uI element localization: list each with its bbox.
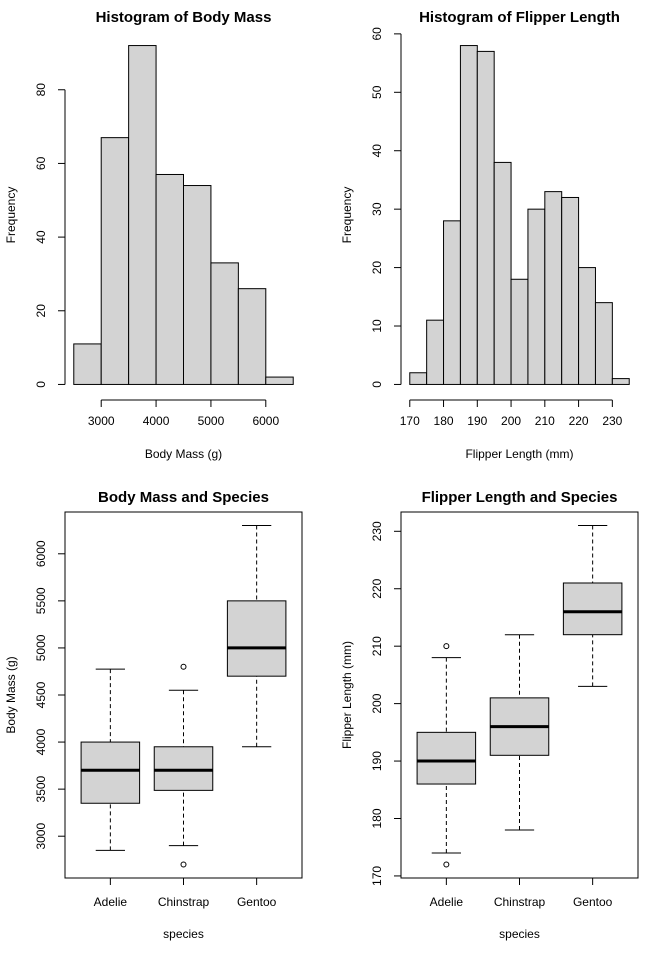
y-tick-label: 60 xyxy=(34,156,48,170)
y-axis-label: Flipper Length (mm) xyxy=(340,641,354,749)
x-tick-label: 190 xyxy=(467,414,487,428)
bar xyxy=(561,196,580,385)
y-tick-label: 3500 xyxy=(34,775,48,802)
x-tick-label: 210 xyxy=(535,414,555,428)
chart-title: Histogram of Body Mass xyxy=(96,9,272,26)
outlier xyxy=(443,861,450,868)
bar xyxy=(611,378,630,385)
chart-title: Histogram of Flipper Length xyxy=(419,9,620,26)
x-tick-label: 6000 xyxy=(252,414,279,428)
y-tick-label: 30 xyxy=(370,202,384,216)
plot-frame xyxy=(400,511,639,879)
y-tick-label: 170 xyxy=(370,866,384,886)
bar xyxy=(443,220,461,385)
bar xyxy=(409,372,428,385)
panel: Histogram of Flipper Length Flipper Lengt… xyxy=(340,9,630,461)
bar xyxy=(527,208,546,385)
y-tick-label: 5000 xyxy=(34,634,48,661)
y-tick-label: 0 xyxy=(34,381,48,388)
bar xyxy=(510,278,529,385)
chart-title: Body Mass and Species xyxy=(98,489,269,506)
x-axis-label: Body Mass (g) xyxy=(145,447,222,461)
y-tick-label: 0 xyxy=(370,381,384,388)
y-tick-label: 210 xyxy=(370,636,384,656)
panel: Body Mass and Species species Body Mass (g… xyxy=(4,489,303,941)
bar xyxy=(100,137,130,385)
bar xyxy=(237,288,267,385)
x-tick-label: 180 xyxy=(434,414,454,428)
outlier xyxy=(180,663,187,670)
box xyxy=(226,600,287,677)
y-tick-label: 190 xyxy=(370,751,384,771)
y-tick-label: 3000 xyxy=(34,823,48,850)
bar xyxy=(544,191,563,385)
panel: Flipper Length and Species species Flipper… xyxy=(340,489,639,941)
x-axis-label: Flipper Length (mm) xyxy=(465,447,573,461)
x-tick-label: 170 xyxy=(400,414,420,428)
y-tick-label: 10 xyxy=(370,319,384,333)
bar xyxy=(594,302,613,385)
y-tick-label: 4500 xyxy=(34,681,48,708)
y-tick-label: 230 xyxy=(370,521,384,541)
box xyxy=(416,731,477,785)
x-axis-label: species xyxy=(163,927,204,941)
bar xyxy=(265,376,294,385)
y-tick-label: 5500 xyxy=(34,587,48,614)
y-axis-label: Frequency xyxy=(340,187,354,244)
y-axis-label: Frequency xyxy=(4,187,18,244)
y-tick-label: 40 xyxy=(370,144,384,158)
y-tick-label: 80 xyxy=(34,83,48,97)
bar xyxy=(210,262,239,385)
x-tick-label: 230 xyxy=(602,414,622,428)
bar xyxy=(476,50,495,385)
bar xyxy=(183,185,212,385)
box xyxy=(153,746,214,791)
x-tick-label: 3000 xyxy=(88,414,115,428)
bar xyxy=(128,45,157,385)
x-tick-label: Chinstrap xyxy=(158,895,210,909)
y-tick-label: 4000 xyxy=(34,728,48,755)
x-tick-label: Adelie xyxy=(94,895,128,909)
x-tick-label: Adelie xyxy=(430,895,464,909)
x-tick-label: Gentoo xyxy=(237,895,277,909)
x-tick-label: Gentoo xyxy=(573,895,613,909)
bar xyxy=(426,319,445,385)
y-tick-label: 50 xyxy=(370,85,384,99)
y-tick-label: 220 xyxy=(370,578,384,598)
box xyxy=(562,582,623,636)
chart-title: Flipper Length and Species xyxy=(422,489,618,506)
bar xyxy=(155,173,184,385)
bar xyxy=(493,161,512,385)
outlier xyxy=(443,643,450,650)
bar xyxy=(578,267,596,385)
x-axis-label: species xyxy=(499,927,540,941)
x-tick-label: 200 xyxy=(501,414,521,428)
x-tick-label: Chinstrap xyxy=(494,895,546,909)
y-tick-label: 180 xyxy=(370,808,384,828)
y-tick-label: 200 xyxy=(370,693,384,713)
y-tick-label: 6000 xyxy=(34,540,48,567)
x-tick-label: 5000 xyxy=(198,414,225,428)
y-tick-label: 20 xyxy=(370,261,384,275)
bar xyxy=(459,45,478,385)
y-tick-label: 20 xyxy=(34,304,48,318)
x-tick-label: 4000 xyxy=(143,414,170,428)
outlier xyxy=(180,861,187,868)
bar xyxy=(73,343,102,385)
y-axis-label: Body Mass (g) xyxy=(4,656,18,733)
box xyxy=(80,741,141,804)
y-tick-label: 60 xyxy=(370,27,384,41)
x-tick-label: 220 xyxy=(569,414,589,428)
y-tick-label: 40 xyxy=(34,230,48,244)
panel: Histogram of Body Mass Body Mass (g) Frequ… xyxy=(4,9,294,461)
